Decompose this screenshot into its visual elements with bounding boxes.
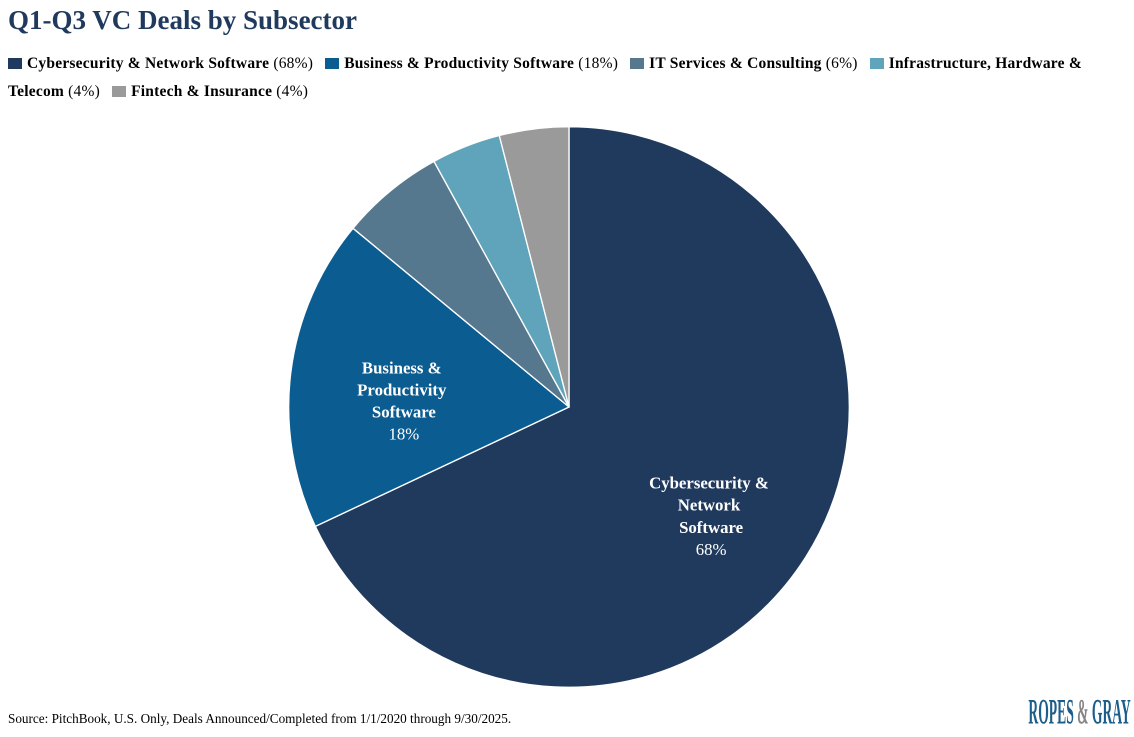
svg-text:18%: 18% bbox=[388, 425, 419, 444]
svg-text:68%: 68% bbox=[696, 540, 727, 559]
